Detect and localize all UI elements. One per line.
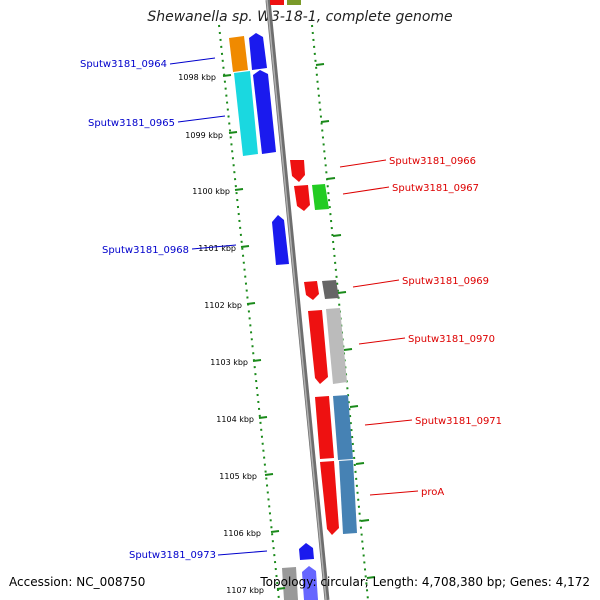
leader-line-proA <box>369 490 419 496</box>
gene-orange <box>229 36 248 72</box>
tick-label: 1099 kbp <box>185 131 223 140</box>
leader-line-0973 <box>217 550 268 556</box>
gene-0967-red <box>294 185 310 211</box>
gene-bottom-blue <box>302 566 318 600</box>
tick-mark <box>276 587 286 590</box>
map-title: Shewanella sp. W3-18-1, complete genome <box>147 9 453 25</box>
leader-line-0964 <box>169 57 216 65</box>
tick-label: 1104 kbp <box>216 415 254 424</box>
gene-label-0967: Sputw3181_0967 <box>392 183 479 194</box>
gene-0965-cyan <box>234 71 258 156</box>
genome-backbone <box>265 0 330 600</box>
gene-label-proA: proA <box>421 487 444 498</box>
gene-0964-blue <box>249 33 267 70</box>
gene-labels: Sputw3181_0964 Sputw3181_0965 Sputw3181_… <box>80 59 502 561</box>
gene-0973 <box>299 543 314 560</box>
tick-mark <box>228 131 238 134</box>
tick-mark <box>349 405 359 408</box>
tick-mark <box>355 462 365 465</box>
leader-line-0965 <box>177 115 226 123</box>
tick-mark <box>240 245 250 248</box>
leader-line-0969 <box>352 279 400 288</box>
genome-summary-text: Topology: circular; Length: 4,708,380 bp… <box>260 575 590 589</box>
tick-mark <box>246 302 256 305</box>
tick-mark <box>222 74 232 77</box>
gene-label-0969: Sputw3181_0969 <box>402 276 489 287</box>
tick-mark <box>234 188 244 191</box>
gene-label-0965: Sputw3181_0965 <box>88 118 175 129</box>
tick-label: 1106 kbp <box>223 529 261 538</box>
leader-line-0968 <box>191 244 237 250</box>
backbone-highlight <box>266 0 327 600</box>
gene-0971-red <box>315 396 334 459</box>
gene-label-0966: Sputw3181_0966 <box>389 156 476 167</box>
tick-mark <box>270 530 280 533</box>
gene-top-red <box>270 0 284 5</box>
gene-0967-green <box>312 184 329 210</box>
tick-mark <box>252 359 262 362</box>
gene-label-0973: Sputw3181_0973 <box>129 550 216 561</box>
tick-label: 1100 kbp <box>192 187 230 196</box>
tick-label: 1101 kbp <box>198 244 236 253</box>
leader-line-0970 <box>358 337 406 345</box>
leader-line-0967 <box>342 186 390 195</box>
gene-features <box>229 0 357 600</box>
label-leaders <box>169 57 419 556</box>
tick-mark <box>264 473 274 476</box>
gene-0970-red <box>308 310 328 384</box>
tick-label: 1105 kbp <box>219 472 257 481</box>
gene-label-0970: Sputw3181_0970 <box>408 334 495 345</box>
gene-0965-blue <box>253 70 276 154</box>
tick-mark <box>343 348 353 351</box>
tick-mark <box>320 120 330 123</box>
gene-top-olive <box>287 0 301 5</box>
gene-label-0964: Sputw3181_0964 <box>80 59 167 70</box>
leader-line-0971 <box>364 419 413 426</box>
coordinate-ticks <box>222 63 376 590</box>
gene-0968 <box>272 215 289 265</box>
gene-0970-grey <box>326 308 347 384</box>
gene-bottom-grey <box>282 567 298 600</box>
gene-0969-red <box>304 281 319 300</box>
gene-label-0968: Sputw3181_0968 <box>102 245 189 256</box>
tick-mark <box>360 519 370 522</box>
tick-label: 1103 kbp <box>210 358 248 367</box>
tick-mark <box>332 234 342 237</box>
gene-proA-red <box>320 461 339 535</box>
backbone-line <box>265 0 330 600</box>
gene-0971-steel <box>333 395 353 460</box>
accession-text: Accession: NC_008750 <box>9 575 146 589</box>
tick-mark <box>366 576 376 579</box>
tick-mark <box>315 63 325 66</box>
tick-label: 1107 kbp <box>226 586 264 595</box>
tick-labels: 1098 kbp 1099 kbp 1100 kbp 1101 kbp 1102… <box>178 73 264 595</box>
gene-0966 <box>290 160 305 182</box>
tick-label: 1098 kbp <box>178 73 216 82</box>
gene-proA-steel <box>339 460 357 534</box>
tick-mark <box>337 291 347 294</box>
tick-mark <box>326 177 336 180</box>
tick-label: 1102 kbp <box>204 301 242 310</box>
leader-line-0966 <box>339 159 387 168</box>
gene-label-0971: Sputw3181_0971 <box>415 416 502 427</box>
gene-0969-grey <box>322 280 339 299</box>
tick-mark <box>258 416 268 419</box>
